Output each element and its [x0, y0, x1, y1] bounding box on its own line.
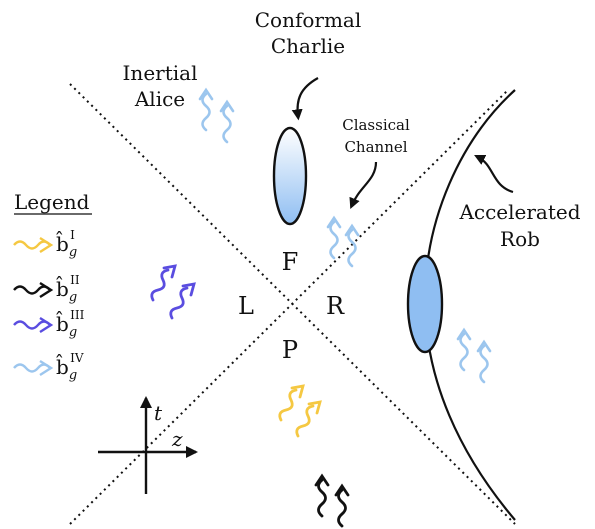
legend-symbol-3: b̂gIII	[55, 308, 84, 340]
region-right: R	[326, 292, 345, 320]
rob-pointer-arrow	[474, 155, 514, 194]
charlie-pointer-arrow	[291, 77, 319, 121]
legend-wave-3	[13, 320, 51, 330]
wave-alice-light-blue	[198, 87, 235, 144]
wave-rob-light-blue	[456, 327, 492, 384]
rob-detector	[406, 254, 444, 354]
conformal-label-1: Conformal	[255, 8, 362, 32]
inertial-label-2: Alice	[134, 87, 185, 111]
wave-past-black	[314, 473, 350, 528]
wave-left-purple	[150, 264, 196, 320]
legend-wave-4	[13, 363, 51, 373]
charlie-detector	[272, 126, 308, 226]
legend-wave-2	[13, 285, 51, 295]
z-axis-label: z	[171, 427, 183, 451]
z-axis-arrowhead	[186, 446, 198, 458]
legend: Legend b̂gI b̂gII b̂gIII b̂gIV	[13, 190, 92, 383]
t-axis-label: t	[154, 401, 163, 425]
t-axis-arrowhead	[140, 396, 152, 408]
classical-label-1: Classical	[342, 116, 410, 134]
accelerated-label-2: Rob	[500, 227, 540, 251]
region-past: P	[282, 336, 298, 364]
legend-symbol-4: b̂gIV	[55, 351, 84, 383]
legend-arrow-3	[39, 316, 54, 334]
legend-arrow-1	[39, 236, 54, 254]
wave-channel-light-blue	[326, 215, 360, 268]
legend-arrow-4	[39, 359, 54, 377]
legend-title: Legend	[14, 190, 90, 214]
wave-past-yellow	[278, 384, 322, 438]
legend-symbol-2: b̂gII	[55, 273, 80, 305]
legend-arrow-2	[39, 281, 54, 299]
legend-symbol-1: b̂gI	[55, 228, 77, 260]
legend-wave-1	[13, 240, 51, 250]
classical-pointer-arrow	[349, 161, 378, 210]
classical-label-2: Channel	[344, 138, 407, 156]
conformal-label-2: Charlie	[271, 34, 345, 58]
region-left: L	[238, 292, 254, 320]
region-future: F	[282, 248, 299, 276]
inertial-label-1: Inertial	[123, 61, 198, 85]
accelerated-label-1: Accelerated	[458, 200, 580, 224]
